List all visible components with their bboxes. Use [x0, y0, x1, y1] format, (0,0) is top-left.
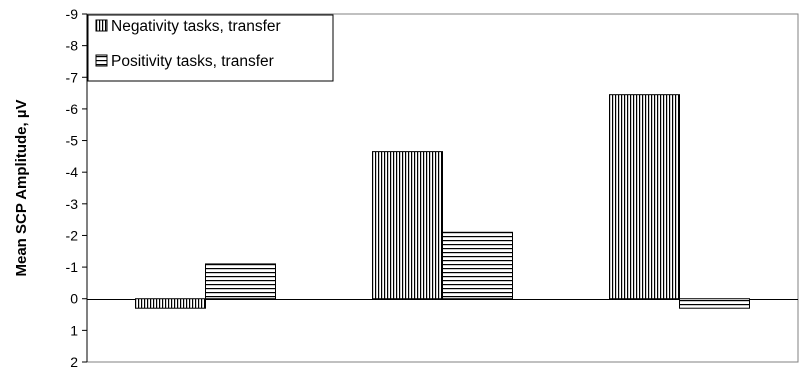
- y-tick-label: -1: [66, 259, 79, 275]
- y-tick-label: -4: [66, 164, 79, 180]
- bar-positivity-2: [442, 231, 513, 300]
- y-tick-label: -8: [66, 38, 79, 54]
- y-tick-label: 0: [70, 291, 78, 307]
- y-tick-label: -6: [66, 101, 79, 117]
- legend-swatch-negativity: [95, 19, 108, 32]
- legend-box: [87, 14, 334, 82]
- y-axis-title: Mean SCP Amplitude, µV: [13, 99, 30, 276]
- bar-negativity-1: [135, 298, 206, 309]
- legend: Negativity tasks, transfer Positivity ta…: [87, 14, 334, 82]
- bar-negativity-2: [372, 151, 443, 300]
- y-tick-label: -2: [66, 227, 79, 243]
- bar-positivity-3: [679, 298, 750, 309]
- bar-negativity-3: [609, 94, 680, 300]
- legend-swatch-positivity: [95, 54, 108, 67]
- y-tick-label: -5: [66, 133, 79, 149]
- bar-positivity-1: [205, 263, 276, 300]
- y-tick-label: 2: [70, 354, 78, 370]
- y-tick-label: 1: [70, 322, 78, 338]
- bars-group: [135, 94, 750, 309]
- legend-label-positivity: Positivity tasks, transfer: [111, 53, 274, 70]
- legend-label-negativity: Negativity tasks, transfer: [111, 18, 281, 35]
- y-tick-label: -7: [66, 69, 79, 85]
- y-tick-label: -3: [66, 196, 79, 212]
- y-tick-label: -9: [66, 6, 79, 22]
- y-axis-ticks: 2 1 0 -1 -2 -3 -4 -5 -6 -7 -8 -9: [66, 6, 87, 370]
